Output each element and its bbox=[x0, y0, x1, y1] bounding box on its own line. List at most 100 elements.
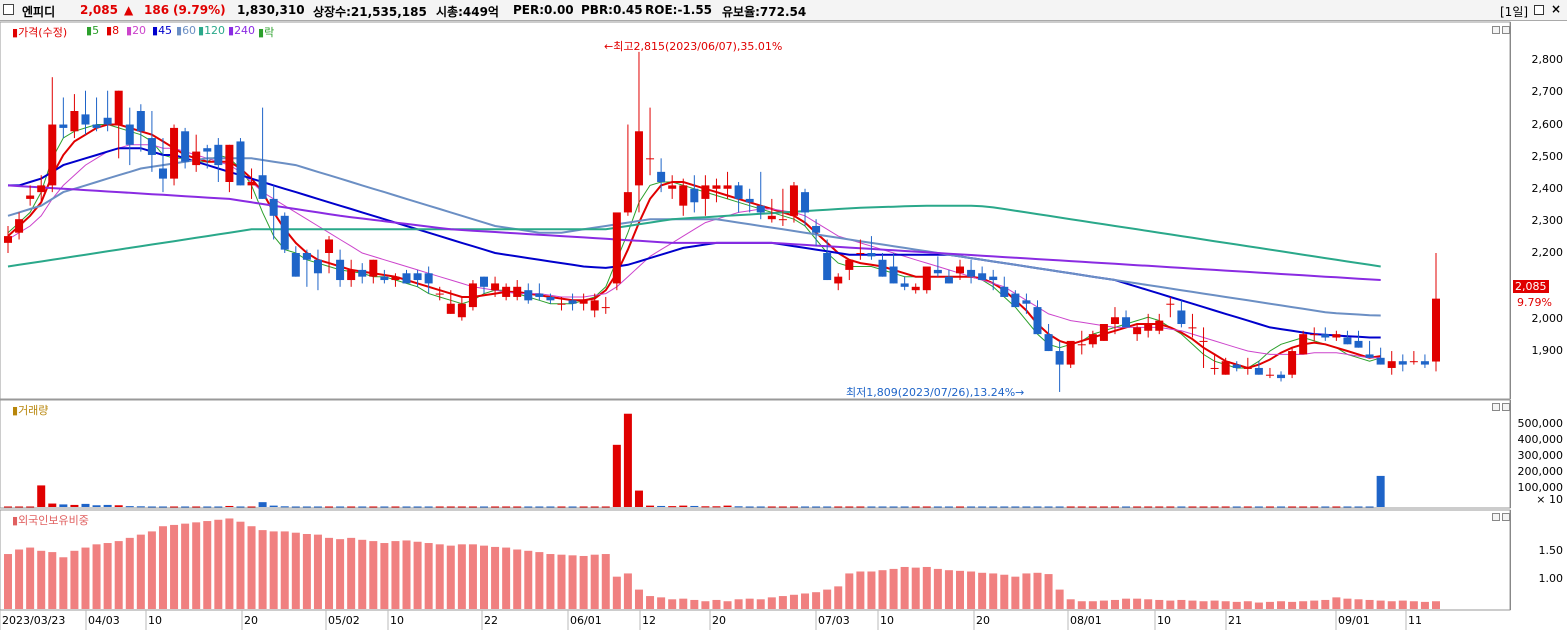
volume-bar bbox=[823, 506, 832, 508]
candle-body bbox=[933, 269, 942, 274]
maximize-icon[interactable] bbox=[1534, 5, 1544, 15]
candle-body bbox=[1022, 300, 1031, 304]
volume-bar bbox=[158, 506, 167, 508]
candle-body bbox=[203, 148, 212, 152]
volume-bar bbox=[789, 506, 798, 508]
pane-close-icon[interactable] bbox=[1502, 513, 1510, 521]
foreign-bar bbox=[170, 524, 179, 609]
volume-bar bbox=[214, 506, 223, 508]
foreign-bar bbox=[701, 601, 710, 609]
foreign-bar bbox=[1420, 601, 1429, 609]
foreign-bar bbox=[867, 571, 876, 609]
stock-name[interactable]: 엔피디 bbox=[22, 5, 56, 19]
candle-body bbox=[1343, 337, 1352, 345]
foreign-bar bbox=[103, 543, 112, 609]
candle-body bbox=[579, 300, 588, 304]
volume-bar bbox=[834, 506, 843, 508]
volume-bar bbox=[269, 505, 278, 507]
volume-bar bbox=[280, 506, 289, 508]
foreign-bar bbox=[480, 545, 488, 609]
select-checkbox[interactable] bbox=[3, 4, 14, 15]
foreign-bar bbox=[48, 552, 57, 609]
candle-body bbox=[1365, 354, 1374, 358]
foreign-bar bbox=[1022, 573, 1031, 609]
candle-body bbox=[325, 239, 334, 253]
period-selector[interactable]: [1일] bbox=[1500, 5, 1529, 19]
candle-body bbox=[1432, 298, 1440, 362]
volume-bar bbox=[302, 506, 311, 508]
foreign-bar bbox=[291, 532, 300, 609]
volume-bar bbox=[1321, 506, 1330, 508]
foreign-bar bbox=[313, 534, 322, 609]
candle-body bbox=[789, 185, 798, 216]
volume-bar bbox=[778, 506, 787, 508]
listed-shares: 상장수:21,535,185 bbox=[313, 5, 427, 19]
candle-body bbox=[1144, 324, 1153, 331]
candle-body bbox=[391, 276, 400, 281]
volume-bar bbox=[502, 506, 511, 508]
candle-body bbox=[668, 185, 677, 189]
foreign-bar bbox=[712, 599, 721, 609]
foreign-bar bbox=[446, 545, 455, 609]
x-axis-label: 10 bbox=[148, 614, 162, 627]
market-cap: 시총:449억 bbox=[436, 5, 499, 19]
volume-bar bbox=[491, 506, 500, 508]
candle-body bbox=[1122, 317, 1131, 328]
foreign-bar bbox=[214, 519, 223, 609]
candle-body bbox=[302, 253, 311, 260]
volume-bar bbox=[568, 506, 577, 508]
pane-minimize-icon[interactable] bbox=[1492, 26, 1500, 34]
price-tick: 2,200 bbox=[1531, 246, 1564, 259]
volume-bar bbox=[1155, 506, 1164, 508]
foreign-bar bbox=[125, 537, 134, 609]
candle-body bbox=[1420, 361, 1429, 365]
candle-body bbox=[911, 286, 920, 291]
legend-ma60: ▮60 bbox=[176, 24, 197, 37]
candle-body bbox=[524, 290, 533, 301]
candle-body bbox=[1188, 327, 1197, 329]
foreign-bar bbox=[524, 550, 533, 609]
candle-body bbox=[491, 283, 500, 291]
pane-minimize-icon[interactable] bbox=[1492, 403, 1500, 411]
candle-body bbox=[1288, 351, 1297, 375]
candle-body bbox=[1110, 317, 1119, 324]
pane-minimize-icon[interactable] bbox=[1492, 513, 1500, 521]
candle-body bbox=[468, 283, 477, 308]
volume-bar bbox=[424, 506, 433, 508]
volume-bar bbox=[402, 506, 411, 508]
candle-body bbox=[679, 185, 688, 206]
pane-close-icon[interactable] bbox=[1502, 403, 1510, 411]
x-axis-label: 10 bbox=[880, 614, 894, 627]
volume-bar bbox=[989, 506, 998, 508]
candle-body bbox=[557, 303, 566, 305]
candle-body bbox=[413, 273, 422, 281]
close-icon[interactable]: × bbox=[1551, 2, 1562, 16]
candle-body bbox=[181, 131, 190, 162]
candle-body bbox=[1387, 361, 1396, 368]
candle-body bbox=[1000, 286, 1009, 297]
price-tick: 2,600 bbox=[1531, 118, 1564, 131]
foreign-bar bbox=[502, 547, 511, 609]
foreign-bar bbox=[1232, 601, 1241, 609]
pane-close-icon[interactable] bbox=[1502, 26, 1510, 34]
volume-bar bbox=[468, 506, 477, 508]
volume-bar bbox=[1110, 506, 1119, 508]
foreign-bar bbox=[1155, 599, 1164, 609]
x-axis-label: 10 bbox=[1157, 614, 1171, 627]
volume-bar bbox=[1288, 506, 1297, 508]
candle-body bbox=[1099, 324, 1108, 341]
candle-body bbox=[103, 117, 112, 125]
foreign-bar bbox=[1033, 572, 1042, 609]
volume-bar bbox=[4, 506, 12, 508]
volume-bar bbox=[1144, 506, 1153, 508]
volume-tick: 500,000 bbox=[1517, 417, 1564, 430]
foreign-bar bbox=[823, 589, 832, 609]
foreign-bar bbox=[801, 593, 810, 609]
per-value: PER:0.00 bbox=[513, 3, 574, 17]
volume-bar bbox=[590, 506, 599, 508]
up-arrow-icon: ▲ bbox=[124, 3, 134, 17]
x-axis-label: 06/01 bbox=[570, 614, 602, 627]
volume-bar bbox=[1188, 506, 1197, 508]
foreign-bar bbox=[789, 594, 798, 609]
